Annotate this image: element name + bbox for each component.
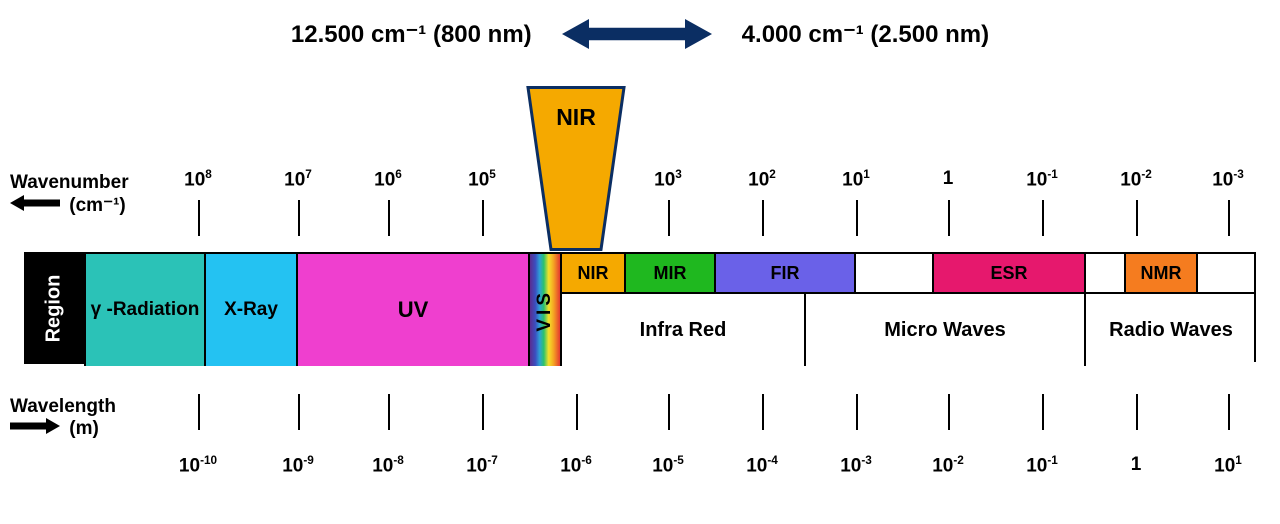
spectrum-band: Region γ -Radiation X-Ray UV VIS NIR MIR FIR ES… [24,252,1256,364]
axis-tick-label: 10-6 [560,454,592,477]
spectrum-segment-label: NMR [1141,263,1182,284]
arrow-left-icon [10,195,60,211]
axis-tick-label: 10-7 [466,454,498,477]
spectrum-segment-rw: Radio Waves [1084,294,1256,366]
spectrum-segment-label: NIR [578,263,609,284]
header-left-label: 12.500 cm⁻¹ (800 nm) [291,20,532,49]
header-row: 12.500 cm⁻¹ (800 nm) 4.000 cm⁻¹ (2.500 n… [0,18,1280,50]
wavenumber-axis-title: Wavenumber (cm⁻¹) [10,172,129,217]
axis-tick-label: 10-9 [282,454,314,477]
wavenumber-axis-title-line2: (cm⁻¹) [69,195,125,216]
axis-tick-label: 1 [943,168,954,190]
spectrum-segment-fir: FIR [714,254,854,294]
axis-tick-label: 10-2 [1120,168,1152,191]
axis-tick [388,394,390,430]
axis-tick-label: 102 [748,168,776,191]
region-header: Region [24,254,84,362]
axis-tick-label: 106 [374,168,402,191]
arrow-right-icon [10,418,60,434]
axis-tick-label: 10-10 [179,454,217,477]
axis-tick [198,394,200,430]
axis-tick [482,200,484,236]
axis-tick [856,200,858,236]
wavelength-axis-title-line2: (m) [69,418,99,439]
spectrum-segment-gamma: γ -Radiation [84,254,204,366]
axis-tick-label: 105 [468,168,496,191]
axis-tick-label: 10-8 [372,454,404,477]
axis-tick [1228,200,1230,236]
band-right-edge [1254,254,1256,362]
axis-tick-label: 10-3 [1212,168,1244,191]
spectrum-segment-mir: MIR [624,254,714,294]
axis-tick [856,394,858,430]
spectrum-segment-label: Radio Waves [1109,319,1233,342]
axis-tick-label: 108 [184,168,212,191]
axis-tick-label: 10-2 [932,454,964,477]
wavenumber-axis-title-line1: Wavenumber [10,172,129,193]
spectrum-segment-rw-tail [1196,254,1256,294]
axis-tick-label: 10-1 [1026,454,1058,477]
spectrum-segment-label: MIR [654,263,687,284]
axis-tick [1136,200,1138,236]
header-right-label: 4.000 cm⁻¹ (2.500 nm) [742,20,989,49]
spectrum-segment-label: UV [398,297,429,322]
spectrum-segment-label: Micro Waves [884,319,1006,342]
axis-tick [198,200,200,236]
axis-tick [668,200,670,236]
spectrum-segment-label: Radiation [113,299,200,321]
spectrum-segment-nmr: NMR [1124,254,1196,294]
spectrum-segment-nir-top: NIR [560,254,624,294]
axis-tick-label: 103 [654,168,682,191]
axis-tick [388,200,390,236]
spectrum-segment-mw: Micro Waves [804,294,1084,366]
axis-tick-label: 10-1 [1026,168,1058,191]
axis-tick [948,394,950,430]
axis-tick [1136,394,1138,430]
axis-tick-label: 101 [1214,454,1242,477]
spectrum-segment-label: X-Ray [224,299,278,321]
axis-tick-label: 10-5 [652,454,684,477]
nir-callout: NIR [525,86,627,251]
spectrum-segment-label: FIR [771,263,800,284]
spectrum-segment-ir: Infra Red [560,294,804,366]
spectrum-segment-label: VIS [534,289,556,332]
spectrum-segment-vis: VIS [528,254,560,366]
axis-tick [298,200,300,236]
spectrum-segment-label: γ - [91,299,113,321]
axis-tick [482,394,484,430]
axis-tick-label: 1 [1131,454,1142,476]
axis-tick [298,394,300,430]
axis-tick-label: 107 [284,168,312,191]
spectrum-segment-xray: X-Ray [204,254,296,366]
wavelength-axis-title-line1: Wavelength [10,396,116,417]
spectrum-segment-esr: ESR [932,254,1084,294]
double-arrow-icon [562,18,712,50]
spectrum-segment-mw-gap [854,254,932,294]
axis-tick-label: 10-4 [746,454,778,477]
axis-tick [762,394,764,430]
axis-tick [576,394,578,430]
axis-tick [948,200,950,236]
axis-tick [668,394,670,430]
wavelength-axis-title: Wavelength (m) [10,396,116,440]
axis-tick-label: 10-3 [840,454,872,477]
spectrum-segment-label: ESR [990,263,1027,284]
spectrum-segment-label: Infra Red [640,319,727,342]
axis-tick [1042,200,1044,236]
axis-tick [1228,394,1230,430]
nir-callout-label: NIR [556,104,596,131]
spectrum-segment-uv: UV [296,254,528,366]
spectrum-segment-rw-gap [1084,254,1124,294]
region-header-label: Region [43,274,66,342]
axis-tick [762,200,764,236]
axis-tick [1042,394,1044,430]
axis-tick-label: 101 [842,168,870,191]
